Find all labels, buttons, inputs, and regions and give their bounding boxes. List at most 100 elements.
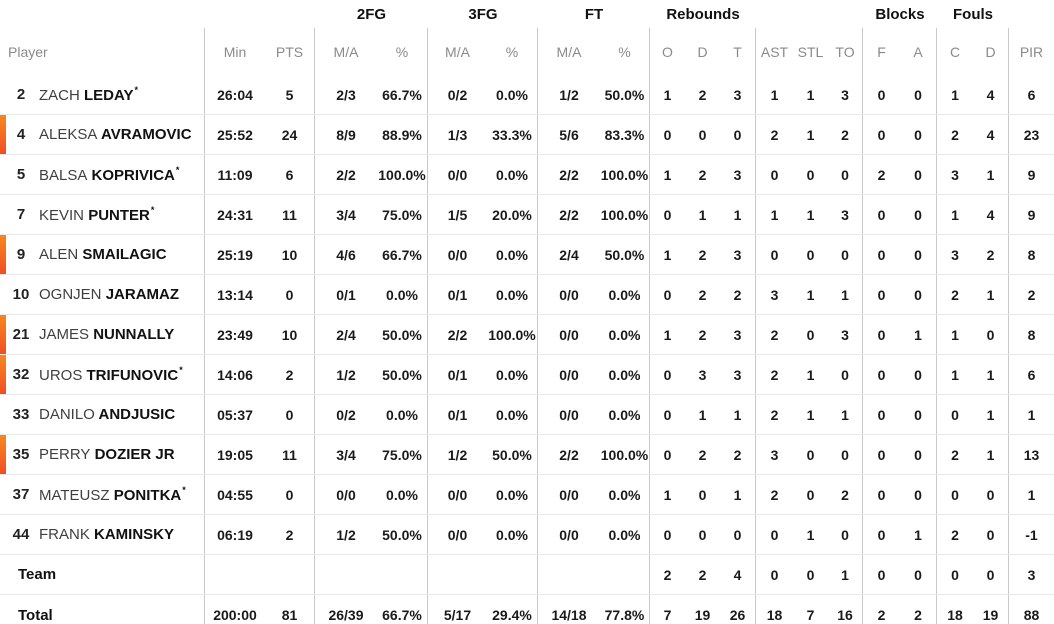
assists-cell: 2: [770, 326, 779, 343]
column-header-ast[interactable]: AST: [760, 43, 789, 60]
player-first-name: ZACH: [39, 87, 80, 104]
min-cell: 06:19: [217, 526, 253, 543]
player-cell[interactable]: 4 ALEKSA AVRAMOVIC: [0, 115, 205, 154]
column-header-reb-d[interactable]: D: [697, 43, 708, 60]
2fg-percentage-cell: 100.0%: [377, 155, 428, 194]
column-header-ft-ma[interactable]: M/A: [556, 43, 582, 60]
fouls-committed-cell: 0: [951, 486, 959, 503]
2fg-made-attempted-cell: [315, 555, 377, 594]
player-first-name: MATEUSZ: [39, 487, 110, 504]
player-cell[interactable]: 2 ZACH LEDAY*: [0, 75, 205, 114]
blocks-against-cell: 0: [900, 275, 937, 314]
player-cell[interactable]: 44 FRANK KAMINSKY: [0, 515, 205, 554]
blocks-for-cell: 0: [877, 366, 886, 383]
player-name: OGNJEN JARAMAZ: [39, 286, 179, 303]
column-header-foul-d[interactable]: D: [973, 28, 1009, 75]
player-row-punter: 7 KEVIN PUNTER* 24:31 11 3/4 75.0% 1/5 2…: [0, 195, 1054, 235]
offensive-rebounds-cell: 0: [663, 126, 672, 143]
assists-cell: 0: [770, 526, 779, 543]
player-last-name: SMAILAGIC: [82, 246, 167, 263]
player-row-kaminsky: 44 FRANK KAMINSKY 06:19 2 1/2 50.0% 0/0 …: [0, 515, 1054, 555]
column-header-foul-c[interactable]: C: [949, 43, 961, 60]
fouls-committed-cell: 2: [951, 446, 959, 463]
3fg-percentage-cell: 100.0%: [487, 315, 538, 354]
player-cell[interactable]: 5 BALSA KOPRIVICA*: [0, 155, 205, 194]
player-cell[interactable]: 33 DANILO ANDJUSIC: [0, 395, 205, 434]
column-header-player[interactable]: Player: [0, 28, 205, 75]
column-header-ft-pct[interactable]: %: [600, 28, 650, 75]
offensive-rebounds-cell: 7: [663, 607, 672, 623]
3fg-percentage-cell: 0.0%: [487, 515, 538, 554]
player-first-name: BALSA: [39, 167, 88, 184]
fouls-committed-cell: 1: [951, 366, 959, 383]
player-name: JAMES NUNNALLY: [39, 326, 174, 343]
ft-made-attempted-cell: 0/0: [559, 326, 579, 343]
player-first-name: OGNJEN: [39, 286, 102, 303]
3fg-percentage-cell: 0.0%: [487, 75, 538, 114]
pir-cell: 13: [1023, 446, 1040, 463]
column-header-pir[interactable]: PIR: [1019, 43, 1044, 60]
blocks-for-cell: 0: [877, 126, 886, 143]
column-header-3fg-ma[interactable]: M/A: [445, 43, 470, 60]
player-cell[interactable]: 32 UROS TRIFUNOVIC*: [0, 355, 205, 394]
pir-cell: 88: [1023, 607, 1040, 623]
player-first-name: KEVIN: [39, 207, 85, 224]
column-header-3fg-pct[interactable]: %: [487, 28, 538, 75]
total-rebounds-cell: 1: [720, 395, 756, 434]
column-header-to[interactable]: TO: [828, 28, 863, 75]
group-header-blocks: Blocks: [875, 5, 925, 23]
ft-percentage-cell: 50.0%: [600, 235, 650, 274]
total-row-label-cell[interactable]: Total: [0, 595, 205, 624]
player-cell[interactable]: 9 ALEN SMAILAGIC: [0, 235, 205, 274]
2fg-made-attempted-cell: 0/2: [336, 406, 356, 423]
2fg-percentage-cell: 66.7%: [377, 75, 428, 114]
player-first-name: ALEN: [39, 246, 79, 263]
player-name: ALEN SMAILAGIC: [39, 246, 167, 263]
2fg-percentage-cell: 50.0%: [377, 355, 428, 394]
defensive-rebounds-cell: 3: [698, 366, 707, 383]
assists-cell: 2: [770, 126, 779, 143]
pir-cell: 1: [1027, 486, 1036, 503]
player-cell[interactable]: 7 KEVIN PUNTER*: [0, 195, 205, 234]
column-header-stl[interactable]: STL: [797, 43, 824, 60]
ft-percentage-cell: 0.0%: [600, 475, 650, 514]
column-header-reb-o[interactable]: O: [662, 43, 673, 60]
on-court-indicator: [0, 355, 6, 394]
3fg-made-attempted-cell: 0/2: [447, 86, 468, 103]
ft-percentage-cell: 100.0%: [600, 195, 650, 234]
column-header-blk-a[interactable]: A: [900, 28, 937, 75]
2fg-made-attempted-cell: 2/3: [336, 86, 356, 103]
player-last-name: AVRAMOVIC: [101, 126, 192, 143]
ft-made-attempted-cell: 2/4: [559, 246, 579, 263]
total-rebounds-cell: 4: [720, 555, 756, 594]
player-last-name: LEDAY: [84, 87, 134, 104]
column-header-2fg-ma[interactable]: M/A: [333, 43, 359, 60]
3fg-percentage-cell: 29.4%: [487, 595, 538, 624]
player-cell[interactable]: 35 PERRY DOZIER JR: [0, 435, 205, 474]
defensive-rebounds-cell: 1: [698, 406, 707, 423]
column-header-pts[interactable]: PTS: [265, 28, 315, 75]
column-header-2fg-pct[interactable]: %: [377, 28, 428, 75]
3fg-made-attempted-cell: 0/1: [447, 406, 468, 423]
ft-percentage-cell: 100.0%: [600, 155, 650, 194]
column-header-blk-f[interactable]: F: [877, 43, 886, 60]
ft-percentage-cell: 0.0%: [600, 275, 650, 314]
total-rebounds-cell: 2: [720, 435, 756, 474]
pir-cell: 9: [1027, 166, 1036, 183]
ft-made-attempted-cell: 14/18: [551, 607, 587, 623]
on-court-indicator: [0, 235, 6, 274]
player-cell[interactable]: 21 JAMES NUNNALLY: [0, 315, 205, 354]
2fg-percentage-cell: 66.7%: [377, 235, 428, 274]
player-cell[interactable]: 37 MATEUSZ PONITKA*: [0, 475, 205, 514]
player-cell[interactable]: 10 OGNJEN JARAMAZ: [0, 275, 205, 314]
column-header-reb-t[interactable]: T: [720, 28, 756, 75]
team-row-label-cell[interactable]: Team: [0, 555, 205, 594]
turnovers-cell: 3: [828, 75, 863, 114]
fouls-drawn-cell: 1: [973, 355, 1009, 394]
jersey-number: 33: [12, 406, 30, 423]
pts-cell: 2: [265, 355, 315, 394]
column-header-min[interactable]: Min: [223, 43, 247, 60]
min-cell: 19:05: [217, 446, 253, 463]
player-name: MATEUSZ PONITKA*: [39, 485, 186, 504]
min-cell: 14:06: [217, 366, 253, 383]
